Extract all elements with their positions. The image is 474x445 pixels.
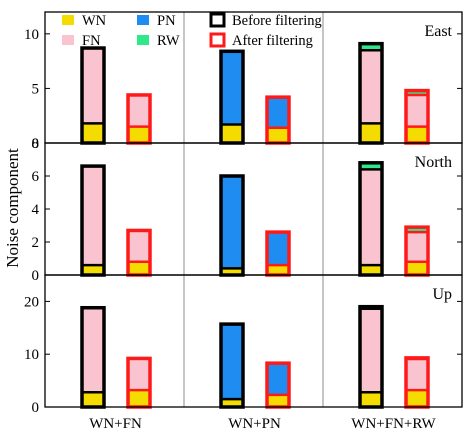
y-axis-label: Noise component: [3, 148, 22, 268]
bar-segment-after-pn: [267, 232, 289, 266]
bar-segment-before-wn: [221, 268, 243, 275]
bar-segment-before-pn: [221, 324, 243, 400]
legend-swatch-rw: [137, 35, 149, 45]
legend-label: FN: [82, 33, 101, 49]
panel-title: Up: [432, 286, 452, 303]
x-category-label: WN+FN: [89, 416, 142, 432]
bar-segment-before-wn: [82, 392, 104, 407]
panel-title: North: [415, 154, 452, 171]
y-tick-label: 0: [32, 136, 40, 152]
y-tick-label: 8: [32, 136, 40, 152]
y-tick-label: 0: [32, 268, 40, 284]
bar-segment-before-fn: [360, 308, 382, 393]
y-tick-label: 10: [24, 27, 39, 43]
legend-label: WN: [82, 13, 107, 29]
x-category-label: WN+PN: [228, 416, 281, 432]
panel-frame: [44, 142, 463, 276]
bar-segment-before-pn: [221, 176, 243, 269]
bar-segment-before-wn: [360, 265, 382, 275]
bar-segment-after-pn: [267, 363, 289, 395]
bar-segment-before-wn: [221, 399, 243, 407]
x-category-label: WN+FN+RW: [351, 416, 436, 432]
bar-segment-before-wn: [82, 123, 104, 143]
legend-swatch-fn: [62, 35, 74, 45]
bar-segment-after-wn: [128, 390, 150, 407]
bar-segment-before-rw: [360, 162, 382, 170]
bar-segment-after-wn: [406, 261, 428, 275]
bar-segment-before-wn: [360, 392, 382, 407]
bar-segment-after-wn: [128, 261, 150, 275]
panel-title: East: [424, 23, 452, 40]
bar-segment-after-fn: [128, 94, 150, 127]
bar-segment-before-fn: [360, 169, 382, 266]
bar-segment-after-wn: [128, 126, 150, 143]
bar-segment-after-wn: [267, 265, 289, 275]
bar-segment-before-fn: [82, 48, 104, 124]
y-tick-label: 2: [32, 235, 40, 251]
legend-swatch-wn: [62, 15, 74, 25]
bar-segment-before-fn: [82, 166, 104, 266]
y-tick-label: 5: [32, 81, 40, 97]
panel-frame: [44, 274, 463, 408]
bar-segment-after-fn: [406, 94, 428, 127]
y-tick-label: 4: [32, 202, 40, 218]
bar-segment-after-fn: [128, 230, 150, 262]
legend-label: RW: [157, 33, 180, 49]
bar-segment-before-pn: [221, 51, 243, 125]
bar-segment-after-wn: [406, 126, 428, 143]
panel-frame: [44, 11, 463, 144]
legend-swatch-before: [209, 12, 226, 28]
bar-segment-after-pn: [267, 97, 289, 128]
bar-segment-before-fn: [360, 50, 382, 124]
bar-segment-after-rw: [406, 90, 428, 95]
bar-segment-after-rw: [406, 227, 428, 233]
bar-segment-after-fn: [406, 232, 428, 262]
y-tick-label: 0: [32, 400, 40, 416]
y-tick-label: 10: [24, 347, 39, 363]
bar-segment-before-rw: [360, 43, 382, 51]
bar-segment-before-wn: [82, 265, 104, 275]
y-tick-label: 6: [32, 169, 40, 185]
bar-segment-before-wn: [221, 124, 243, 143]
bar-segment-after-fn: [406, 358, 428, 391]
bar-segment-before-fn: [82, 307, 104, 393]
legend-swatch-pn: [137, 15, 149, 25]
legend-label: Before filtering: [232, 13, 322, 29]
y-tick-label: 20: [24, 294, 39, 310]
legend-label: PN: [157, 13, 176, 29]
bar-segment-after-wn: [267, 127, 289, 143]
bar-segment-after-wn: [406, 390, 428, 407]
legend-swatch-after: [209, 32, 226, 48]
legend-label: After filtering: [232, 33, 313, 49]
bar-segment-after-fn: [128, 358, 150, 391]
bar-segment-before-wn: [360, 123, 382, 143]
bar-segment-after-wn: [267, 394, 289, 407]
